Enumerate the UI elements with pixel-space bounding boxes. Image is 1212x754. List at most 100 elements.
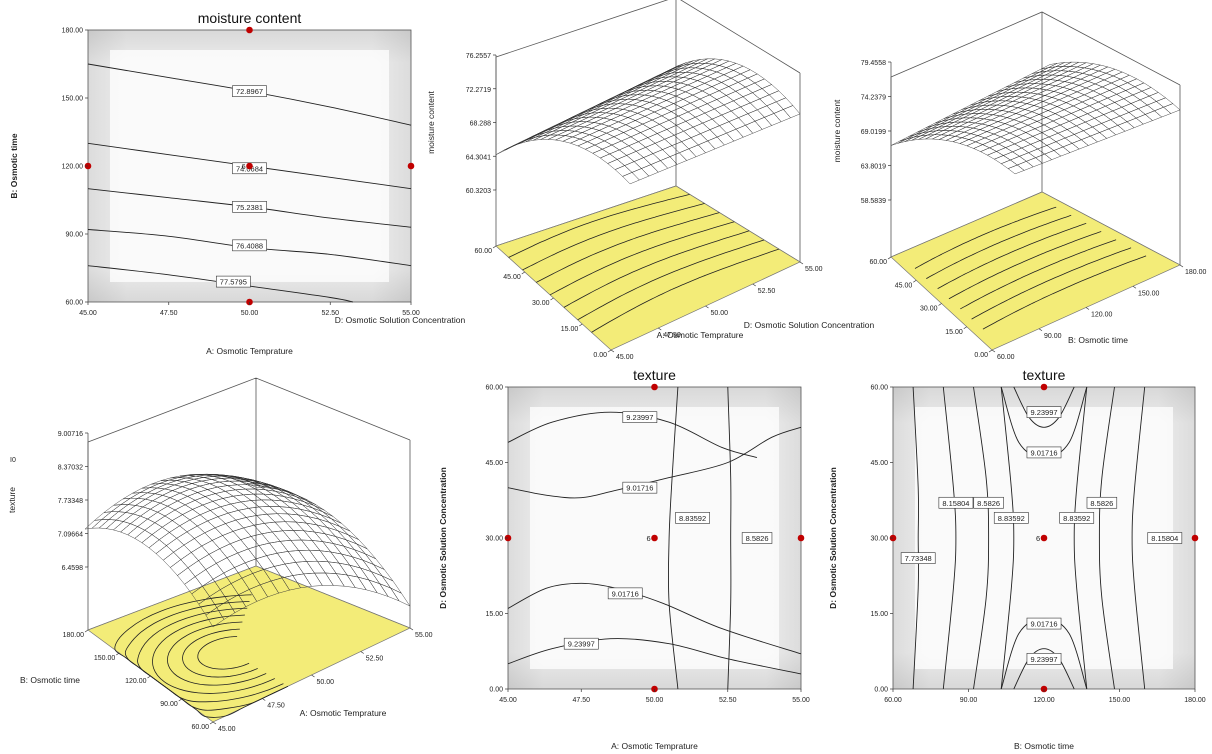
surface-cell (142, 500, 161, 510)
surface-cell (1011, 121, 1029, 130)
surface-cell (993, 155, 1011, 164)
surface-cell (759, 94, 777, 107)
surface-cell (666, 125, 685, 136)
y-tick-mark (209, 721, 214, 725)
surface-cell (141, 483, 160, 489)
surface-cell (704, 108, 723, 120)
surface-cell (545, 126, 563, 133)
surface-cell (668, 115, 687, 126)
x-tick-label: 60.00 (997, 354, 1015, 361)
surface-cell (1087, 77, 1105, 85)
surface-cell (130, 515, 149, 527)
surface-cell (1141, 87, 1159, 97)
surface-cell (322, 511, 342, 524)
surface-cell (723, 100, 742, 112)
surface-cell (1012, 79, 1030, 86)
surface-cell (1090, 94, 1109, 103)
contour-label-box (900, 552, 936, 564)
contour-label: 7.73348 (905, 554, 932, 563)
surface-cell (269, 541, 289, 554)
surface-cell (1094, 79, 1112, 88)
surface-cell (171, 486, 191, 494)
surface-cell (728, 82, 746, 92)
surface-cell (1051, 93, 1069, 101)
surface-cell (620, 136, 639, 147)
z-tick-label: 69.0199 (861, 129, 886, 136)
surface-cell (258, 506, 278, 515)
surface-cell (996, 85, 1014, 92)
surface-cell (1082, 126, 1101, 137)
surface-cell (229, 480, 248, 486)
surface-cell (711, 82, 730, 91)
y-tick-mark (492, 245, 497, 249)
surface-cell (616, 155, 635, 166)
surface-cell (1112, 106, 1130, 117)
surface-cell (1135, 114, 1153, 125)
surface-cell (93, 511, 113, 521)
surface-cell (1084, 118, 1103, 128)
y-tick-label: 120.00 (125, 678, 147, 685)
surface-cell (177, 567, 196, 585)
surface-cell (1014, 76, 1031, 83)
surface-cell (1005, 143, 1023, 153)
surface-cell (266, 513, 286, 523)
surface-cell (614, 165, 633, 177)
surface-cell (1032, 67, 1049, 74)
surface-cell (139, 487, 158, 494)
surface-cell (1007, 136, 1025, 145)
y-tick-label: 15.00 (485, 611, 503, 618)
y-tick-mark (607, 349, 612, 353)
floor-contour (937, 223, 1087, 290)
surface-cell (719, 121, 737, 134)
contour-line (942, 386, 957, 690)
surface-cell (1016, 87, 1033, 93)
surface-cell (1007, 164, 1025, 175)
surface-cell (189, 514, 209, 527)
surface-cell (195, 474, 214, 478)
surface-cell (103, 504, 122, 513)
surface-cell (169, 559, 189, 576)
surface-cell (1073, 130, 1091, 140)
floor-contour (522, 203, 705, 271)
surface-cell (1127, 78, 1145, 87)
surface-cell (1144, 110, 1163, 121)
contour-label: 9.23997 (1030, 655, 1057, 664)
surface-cell (709, 125, 727, 138)
surface-cell (148, 539, 167, 554)
contour-label: 8.5826 (977, 499, 1000, 508)
surface-cell (208, 548, 228, 564)
surface-cell (1060, 89, 1078, 97)
surface-cell (274, 521, 294, 532)
surface-cell (214, 523, 234, 536)
surface-cell (190, 545, 210, 561)
surface-cell (986, 151, 1004, 160)
surface-cell (697, 140, 716, 154)
surface-cell (649, 124, 668, 134)
surface-cell (1040, 103, 1058, 111)
surface-cell (1110, 115, 1128, 126)
surface-cell (338, 562, 359, 578)
contour-line (1073, 386, 1088, 690)
surface-cell (356, 543, 376, 560)
surface-cell (749, 98, 768, 111)
design-point (246, 162, 253, 170)
y-tick-label: 60.00 (65, 300, 83, 307)
floor-contour (591, 248, 780, 333)
z-tick-label: 7.73348 (58, 498, 83, 505)
x-tick-label: 180.00 (1185, 269, 1207, 276)
surface-cell (713, 104, 732, 116)
surface-cell (598, 125, 617, 134)
y-tick-label: 90.00 (160, 701, 178, 708)
surface-cell (626, 151, 645, 162)
contour-label-box (607, 587, 643, 600)
y-tick-mark (521, 271, 525, 275)
surface-cell (1025, 157, 1043, 168)
x-tick-label: 50.00 (241, 310, 259, 317)
surface-cell (1112, 71, 1130, 80)
surface-cell (775, 97, 794, 110)
chart-title: texture (633, 367, 676, 383)
surface-cell (1060, 66, 1079, 72)
surface-cell (957, 109, 974, 116)
y-tick-label: 45.00 (895, 282, 913, 289)
surface-cell (173, 544, 192, 560)
